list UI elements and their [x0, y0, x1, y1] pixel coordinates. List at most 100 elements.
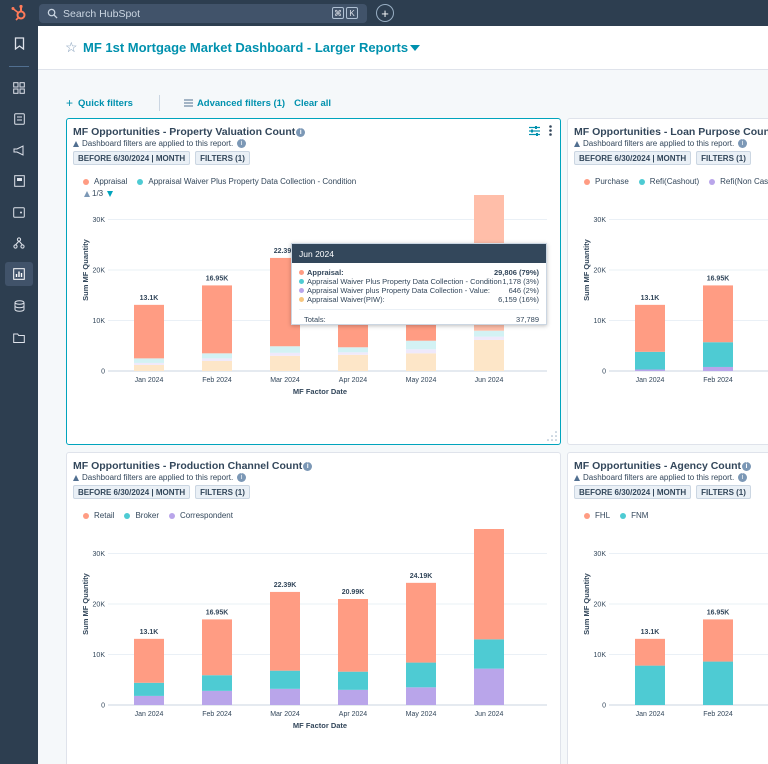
bar-segment — [635, 638, 665, 666]
report-card-production-channel[interactable]: MF Opportunities - Production Channel Co… — [66, 452, 561, 764]
tag-row: BEFORE 6/30/2024 | MONTH FILTERS (1) — [73, 151, 255, 165]
legend-item[interactable]: Correspondent — [169, 511, 233, 520]
bar-segment — [134, 358, 164, 363]
search-bar[interactable]: Search HubSpot ⌘ K — [39, 4, 367, 23]
hubspot-logo-icon[interactable] — [9, 3, 29, 23]
bar-segment — [474, 668, 504, 705]
warning-icon — [73, 474, 79, 481]
reports-icon[interactable] — [5, 262, 33, 286]
legend-pager: 1/3 — [84, 189, 114, 198]
legend-item[interactable]: Refi(Cashout) — [638, 177, 699, 186]
hierarchy-icon[interactable] — [10, 234, 28, 252]
top-nav-bar: Search HubSpot ⌘ K + — [0, 0, 768, 26]
kbd-k: K — [346, 7, 358, 19]
y-axis-title: Sum MF Quantity — [81, 238, 90, 300]
x-tick-label: Apr 2024 — [339, 711, 368, 718]
pager-up-icon[interactable] — [84, 190, 90, 197]
bookmark-icon[interactable] — [10, 34, 28, 52]
info-icon[interactable]: i — [237, 473, 247, 482]
pager-down-icon[interactable] — [107, 190, 114, 197]
legend-item[interactable]: Appraisal Waiver Plus Property Data Coll… — [137, 177, 356, 186]
date-range-tag[interactable]: BEFORE 6/30/2024 | MONTH — [574, 485, 692, 499]
filters-count-tag[interactable]: FILTERS (1) — [696, 151, 751, 165]
bar-segment — [202, 285, 232, 354]
info-icon[interactable]: i — [237, 139, 247, 148]
bar-segment — [270, 591, 300, 671]
report-card-agency[interactable]: MF Opportunities - Agency Count i Dashboa… — [567, 452, 768, 764]
info-icon[interactable]: i — [738, 139, 748, 148]
legend-swatch — [584, 512, 590, 519]
bar-segment — [270, 355, 300, 371]
bar-segment — [270, 352, 300, 356]
legend-item[interactable]: Appraisal — [83, 177, 127, 186]
resize-handle-icon[interactable] — [547, 431, 557, 441]
database-icon[interactable] — [10, 297, 28, 315]
folder-icon[interactable] — [10, 329, 28, 347]
bar-segment — [202, 358, 232, 361]
y-tick-label: 10K — [594, 318, 607, 325]
bar-segment — [338, 347, 368, 353]
bar-segment — [338, 352, 368, 355]
data-label: 13.1K — [140, 629, 159, 636]
quick-filters-button[interactable]: + Quick filters — [66, 96, 133, 110]
dashboard-title[interactable]: MF 1st Mortgage Market Dashboard - Large… — [83, 40, 409, 55]
chevron-down-icon[interactable] — [410, 45, 420, 51]
date-range-tag[interactable]: BEFORE 6/30/2024 | MONTH — [73, 485, 191, 499]
clear-all-link[interactable]: Clear all — [294, 97, 332, 109]
date-range-tag[interactable]: BEFORE 6/30/2024 | MONTH — [574, 151, 692, 165]
bar-segment — [474, 339, 504, 371]
date-range-tag[interactable]: BEFORE 6/30/2024 | MONTH — [73, 151, 191, 165]
bar-segment — [406, 340, 436, 350]
bar-segment — [134, 638, 164, 683]
megaphone-icon[interactable] — [10, 141, 28, 159]
legend-swatch — [638, 178, 645, 185]
legend-item[interactable]: FNM — [620, 511, 648, 520]
report-title: MF Opportunities - Production Channel Co… — [73, 460, 313, 472]
contacts-icon[interactable] — [10, 110, 28, 128]
info-icon[interactable]: i — [303, 462, 313, 471]
legend-swatch — [124, 512, 131, 519]
info-icon[interactable]: i — [742, 462, 752, 471]
chart-legend: Retail Broker Correspondent — [83, 511, 243, 520]
legend-item[interactable]: Broker — [124, 511, 159, 520]
y-tick-label: 0 — [602, 703, 606, 710]
data-label: 13.1K — [140, 295, 159, 302]
filter-settings-icon[interactable] — [529, 125, 540, 136]
x-tick-label: May 2024 — [406, 711, 437, 718]
legend-item[interactable]: Retail — [83, 511, 114, 520]
wallet-icon[interactable] — [10, 203, 28, 221]
legend-item[interactable]: Refi(Non Cashout) — [709, 177, 768, 186]
filters-count-tag[interactable]: FILTERS (1) — [195, 485, 250, 499]
content-icon[interactable] — [10, 172, 28, 190]
y-axis-title: Sum MF Quantity — [582, 572, 591, 634]
bar-segment — [635, 304, 665, 352]
x-axis-title: MF Factor Date — [293, 387, 347, 396]
legend-page-indicator: 1/3 — [92, 189, 104, 198]
info-icon[interactable]: i — [738, 473, 748, 482]
x-tick-label: Jan 2024 — [636, 711, 665, 718]
x-tick-label: Jun 2024 — [475, 377, 504, 384]
data-label: 16.95K — [206, 275, 229, 282]
legend-item[interactable]: FHL — [584, 511, 610, 520]
filters-count-tag[interactable]: FILTERS (1) — [696, 485, 751, 499]
favorite-star-icon[interactable]: ☆ — [65, 39, 78, 55]
chart-legend: Appraisal Appraisal Waiver Plus Property… — [83, 177, 366, 186]
bar-segment — [703, 366, 733, 371]
more-options-icon[interactable] — [549, 125, 552, 136]
grid-icon[interactable] — [10, 79, 28, 97]
create-button[interactable]: + — [376, 4, 394, 22]
tooltip-swatch — [299, 288, 304, 293]
data-label: 20.99K — [342, 589, 365, 596]
bar-segment — [338, 689, 368, 705]
x-tick-label: Feb 2024 — [703, 377, 733, 384]
bar-segment — [338, 354, 368, 371]
info-icon[interactable]: i — [296, 128, 306, 137]
legend-swatch — [83, 178, 89, 185]
legend-item[interactable]: Purchase — [584, 177, 629, 186]
filters-count-tag[interactable]: FILTERS (1) — [195, 151, 250, 165]
warning-icon — [574, 140, 580, 147]
sidebar-divider — [9, 66, 29, 67]
advanced-filters-button[interactable]: Advanced filters (1) — [183, 98, 285, 109]
